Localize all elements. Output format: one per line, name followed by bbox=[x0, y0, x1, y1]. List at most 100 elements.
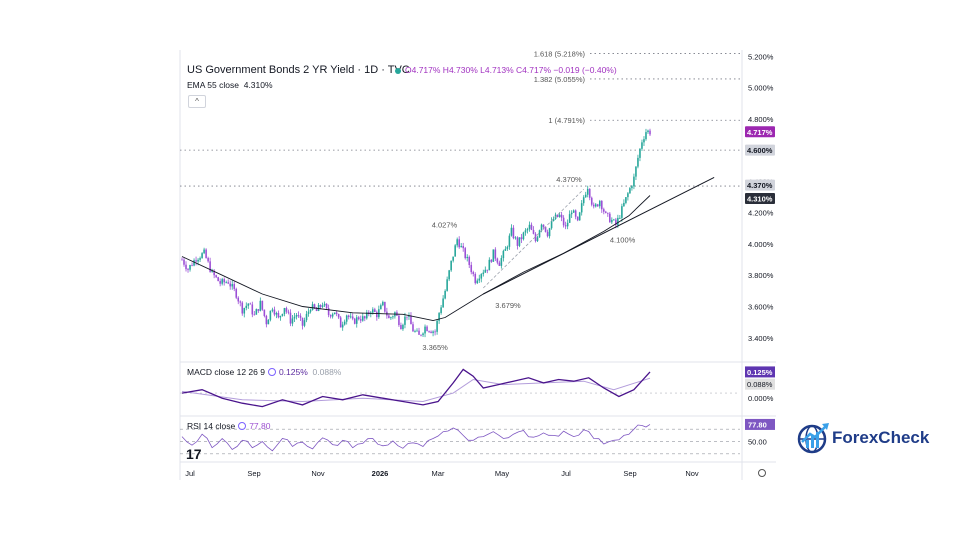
candle-body bbox=[361, 316, 364, 321]
x-tick-label: Nov bbox=[685, 469, 699, 478]
rsi-axis-label: 50.00 bbox=[748, 438, 767, 447]
tradingview-logo[interactable]: 17 bbox=[186, 446, 202, 462]
candle-body bbox=[492, 249, 495, 262]
candle-body bbox=[273, 309, 276, 315]
candle-body bbox=[203, 249, 205, 254]
candle-body bbox=[631, 186, 633, 189]
candle-body bbox=[647, 130, 649, 133]
candle-body bbox=[536, 237, 539, 242]
x-tick-label: Jul bbox=[185, 469, 195, 478]
candle-body bbox=[609, 213, 611, 223]
candle-body bbox=[390, 317, 392, 319]
candle-body bbox=[504, 248, 507, 251]
trendline bbox=[483, 176, 715, 295]
candle-body bbox=[215, 275, 217, 278]
candle-body bbox=[187, 269, 189, 270]
y-tick-label: 5.000% bbox=[748, 84, 774, 93]
settings-icon[interactable] bbox=[238, 422, 247, 430]
x-tick-label: Mar bbox=[432, 469, 445, 478]
candle-body bbox=[311, 304, 314, 311]
rsi-value-tag-label: 77.80 bbox=[748, 420, 767, 429]
candle-body bbox=[333, 312, 336, 315]
ema-legend[interactable]: EMA 55 close 4.310% bbox=[187, 80, 273, 90]
candle-body bbox=[468, 256, 471, 265]
candle-body bbox=[303, 320, 306, 326]
candle-body bbox=[623, 202, 625, 207]
candle-body bbox=[540, 224, 543, 231]
candle-body bbox=[237, 297, 240, 302]
candle-body bbox=[470, 264, 473, 273]
x-tick-label: 2026 bbox=[372, 469, 389, 478]
price-tag bbox=[745, 179, 775, 191]
candle-body bbox=[514, 237, 517, 239]
signal-value-tag bbox=[745, 378, 775, 390]
market-status-icon bbox=[395, 67, 401, 74]
candle-body bbox=[197, 259, 199, 262]
rsi-legend[interactable]: RSI 14 close 77.80 bbox=[187, 421, 270, 431]
candle-body bbox=[444, 290, 446, 299]
candle-body bbox=[257, 309, 260, 311]
candle-body bbox=[641, 142, 643, 149]
candle-body bbox=[500, 258, 503, 266]
candle-body bbox=[205, 249, 207, 259]
candle-body bbox=[420, 334, 422, 336]
candle-body bbox=[432, 331, 434, 334]
candle-body bbox=[357, 317, 360, 320]
axis-settings-icon bbox=[758, 469, 766, 477]
candle-body bbox=[488, 259, 491, 271]
candle-body bbox=[639, 148, 641, 158]
candle-body bbox=[538, 230, 541, 238]
candle-body bbox=[448, 270, 450, 280]
macd-legend[interactable]: MACD close 12 26 9 0.125% 0.088% bbox=[187, 367, 341, 377]
candle-body bbox=[335, 312, 338, 315]
candle-body bbox=[295, 314, 298, 317]
rsi-value: 77.80 bbox=[249, 421, 271, 431]
collapse-legend-button[interactable]: ^ bbox=[188, 95, 206, 108]
candle-body bbox=[283, 308, 286, 314]
candle-body bbox=[428, 331, 430, 332]
ema-value: 4.310% bbox=[243, 80, 273, 90]
candle-body bbox=[528, 224, 531, 229]
candle-body bbox=[359, 319, 362, 321]
candle-body bbox=[285, 308, 288, 312]
candle-body bbox=[269, 310, 272, 320]
candle-body bbox=[633, 176, 635, 187]
candle-body bbox=[436, 320, 438, 332]
candle-body bbox=[374, 309, 376, 312]
candle-body bbox=[189, 265, 191, 270]
candle-body bbox=[494, 249, 497, 259]
candle-body bbox=[512, 227, 515, 239]
candle-body bbox=[199, 258, 201, 260]
macd-axis-label: 0.000% bbox=[748, 394, 774, 403]
candle-body bbox=[412, 324, 414, 332]
x-tick-label: Sep bbox=[247, 469, 260, 478]
candle-body bbox=[211, 270, 213, 272]
price-tag bbox=[745, 144, 775, 156]
candle-body bbox=[588, 188, 591, 198]
rsi-value-tag bbox=[745, 418, 775, 430]
candle-body bbox=[446, 279, 448, 291]
fib-level-label: 1.618 (5.218%) bbox=[534, 49, 586, 58]
candle-body bbox=[365, 312, 368, 319]
candle-body bbox=[607, 212, 609, 214]
candle-body bbox=[263, 309, 266, 316]
candle-body bbox=[548, 228, 551, 237]
candle-body bbox=[615, 219, 617, 226]
candle-body bbox=[299, 315, 302, 318]
candle-body bbox=[424, 326, 426, 334]
candle-body bbox=[524, 230, 527, 233]
settings-icon[interactable] bbox=[267, 368, 276, 376]
candle-body bbox=[560, 214, 563, 218]
candle-body bbox=[542, 224, 545, 227]
ohlc-values: O4.717% H4.730% L4.713% C4.717% −0.019 (… bbox=[405, 65, 617, 75]
candle-body bbox=[225, 282, 227, 284]
candle-body bbox=[339, 317, 342, 328]
candle-body bbox=[625, 197, 627, 203]
candle-body bbox=[287, 311, 290, 313]
candle-body bbox=[265, 315, 268, 325]
candle-body bbox=[327, 308, 330, 315]
candle-body bbox=[313, 304, 316, 309]
candle-body bbox=[611, 219, 613, 223]
candle-body bbox=[267, 319, 270, 325]
candle-body bbox=[594, 204, 597, 207]
